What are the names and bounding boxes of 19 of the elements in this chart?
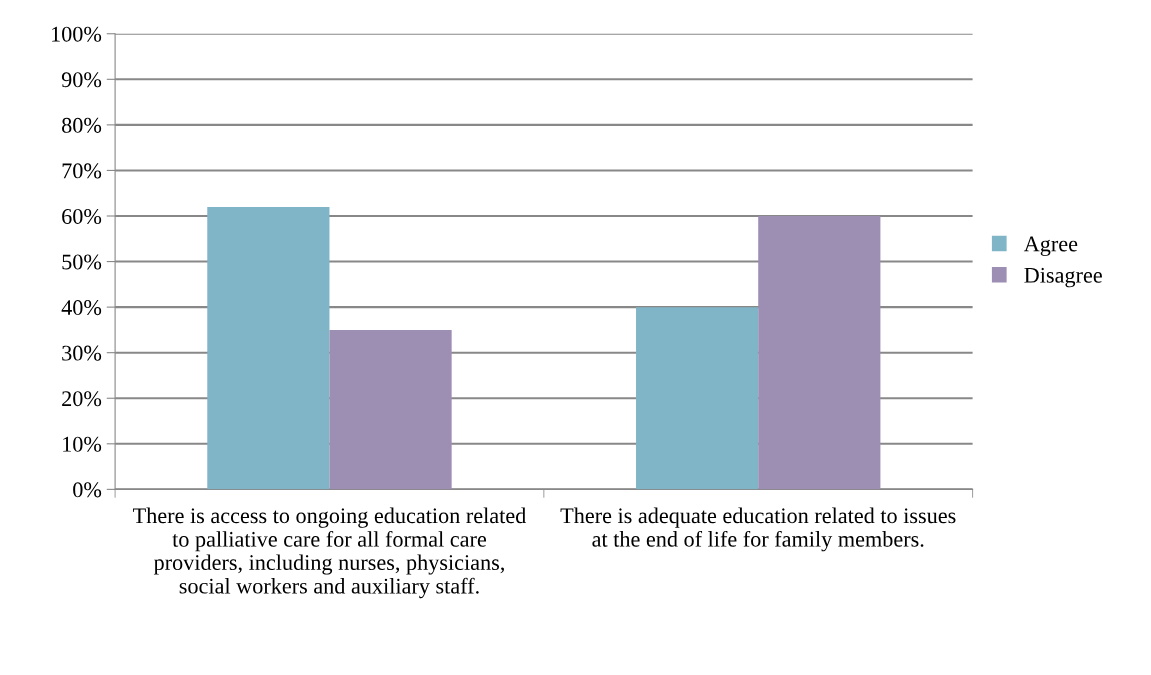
y-tick-label: 40% [61, 300, 102, 316]
y-tick-label: 80% [62, 117, 102, 133]
bar [636, 307, 759, 490]
bar [758, 216, 881, 490]
y-tick-label: 90% [61, 72, 102, 88]
y-tick-label: 20% [62, 391, 102, 407]
x-tick-label: There is access to ongoing education related to palliative care for all formal care providers, including nurses, physicians, social workers and auxiliary staff. [133, 507, 527, 599]
y-tick-label: 100% [52, 26, 102, 42]
y-tick-label: 0% [73, 482, 102, 498]
y-tick-label: 30% [62, 345, 102, 361]
y-tick-label: 50% [62, 254, 102, 270]
bar [207, 206, 330, 490]
bar [329, 329, 452, 490]
y-tick-label: 10% [63, 436, 102, 452]
legend-label: Disagree [1024, 267, 1102, 288]
y-tick-label: 70% [62, 163, 102, 179]
y-tick-label: 60% [62, 208, 102, 224]
x-tick-label: There is adequate education related to issues at the end of life for family members. [560, 507, 956, 552]
legend-label: Agree [1023, 236, 1078, 257]
